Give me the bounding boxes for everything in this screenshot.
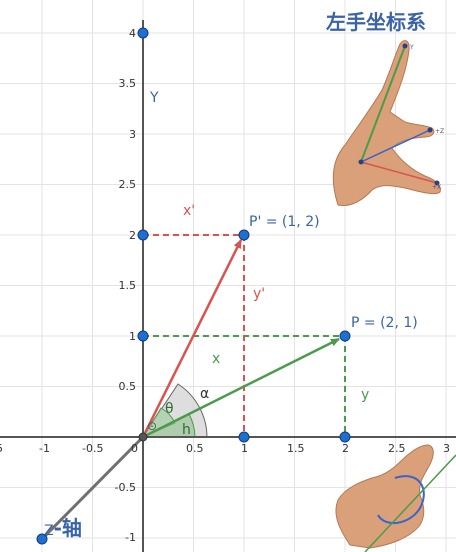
hand-title: 左手坐标系: [326, 10, 426, 34]
point-y1: [137, 330, 149, 342]
p-prime-point-label: P' = (1, 2): [249, 214, 320, 230]
finger-x-line: [360, 161, 438, 184]
x-tick-label: 0: [131, 442, 138, 455]
y-tick-label: -0.5: [115, 481, 136, 494]
vector-p-prime: [141, 239, 243, 438]
x-tick-label: -1: [39, 442, 50, 455]
y-axis-label: Y: [149, 90, 159, 106]
x-tick-label: 1: [241, 442, 248, 455]
thumb-rotation-illustration: [335, 444, 456, 552]
finger-y-label: Y: [409, 44, 414, 51]
point-z-end: [36, 533, 48, 545]
y-tick-label: 1.5: [119, 279, 137, 292]
z-axis-label: Z-轴: [44, 512, 82, 541]
point-origin: [138, 432, 148, 442]
point-y4: [137, 27, 149, 39]
z-axis: [40, 435, 145, 541]
points: [36, 27, 351, 545]
thumb-hand: [335, 444, 434, 549]
rotation-axis-line: [364, 454, 456, 552]
vector-p: [142, 337, 340, 439]
theta-label: θ: [165, 401, 174, 417]
y-label: y: [361, 387, 369, 403]
y-tick-label: -1: [125, 531, 136, 544]
p-point-label: P = (2, 1): [351, 315, 418, 331]
point-p: [339, 330, 351, 342]
alpha-label: α: [200, 386, 209, 402]
z-axis-suffix: -轴: [53, 516, 82, 540]
x-tick-label: 3: [443, 442, 450, 455]
hand-origin-dot: [358, 159, 364, 165]
finger-z-line: [360, 129, 431, 163]
h-label: h: [182, 422, 191, 438]
finger-y-line: [360, 45, 406, 163]
y-tick-label: 1: [129, 330, 136, 343]
y-tick-label: 0.5: [119, 380, 137, 393]
y-tick-labels: 4 3.5 3 2.5 2 1.5 1 0.5 -0.5 -1: [115, 27, 136, 544]
x-tick-label: 0.5: [186, 442, 204, 455]
x-prime-label: x': [183, 203, 195, 219]
rotation-ellipse: [377, 475, 425, 524]
finger-y-dot: [402, 43, 408, 49]
y-tick-label: 2.5: [119, 178, 137, 191]
finger-z-dot: [427, 127, 433, 133]
z-axis-letter: Z: [44, 523, 54, 539]
y-prime-label: y': [253, 286, 265, 302]
x-label: x: [212, 351, 220, 367]
point-x1: [238, 431, 250, 443]
y-tick-label: 2: [129, 229, 136, 242]
x-tick-label: -0.5: [82, 442, 103, 455]
finger-x-label: +X: [432, 184, 441, 191]
y-tick-label: 3: [129, 128, 136, 141]
origin-marker: ⊙: [147, 419, 157, 433]
finger-z-label: +Z: [435, 128, 444, 135]
y-tick-label: 3.5: [119, 77, 137, 90]
hand-palm: [332, 40, 441, 207]
point-x2: [339, 431, 351, 443]
y-tick-label: 4: [129, 27, 136, 40]
x-tick-label: 2: [342, 442, 349, 455]
point-p-prime: [238, 229, 250, 241]
finger-x-dot: [434, 180, 440, 186]
left-hand-illustration: Y +Z +X: [332, 40, 444, 207]
x-tick-labels: 5 -1 -0.5 0 0.5 1 1.5 2 2.5 3: [0, 442, 450, 455]
point-y2: [137, 229, 149, 241]
x-tick-label: 5: [0, 442, 3, 455]
x-tick-label: 1.5: [287, 442, 305, 455]
x-tick-label: 2.5: [388, 442, 406, 455]
